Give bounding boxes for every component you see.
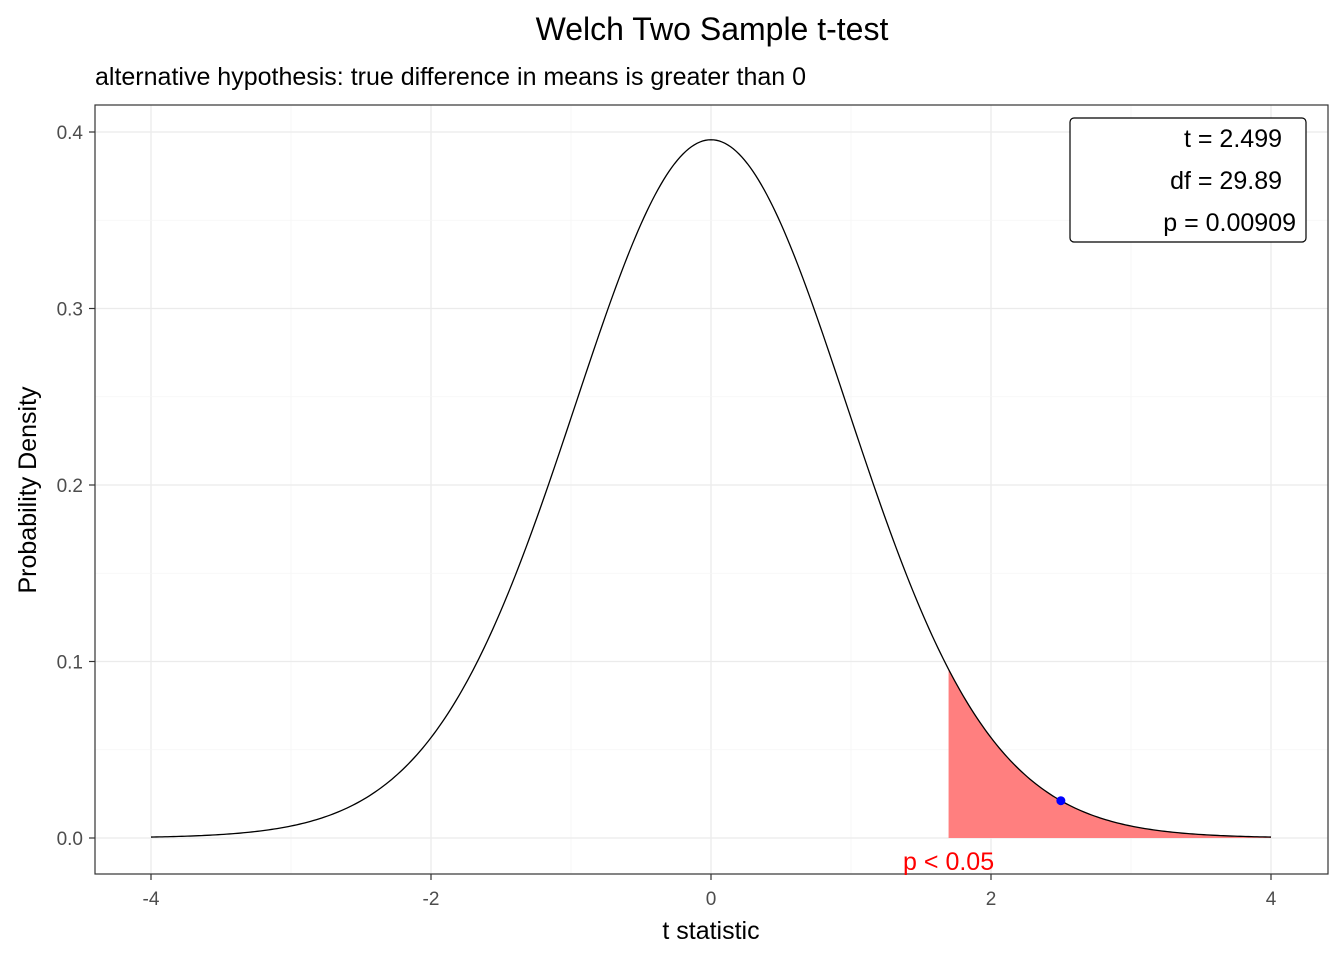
- observed-t-layer: [1056, 796, 1066, 806]
- stat-t-value: t = 2.499: [1184, 125, 1282, 153]
- stats-box-frame: [1069, 117, 1307, 243]
- chart-title: Welch Two Sample t-test: [536, 11, 889, 47]
- rejection-region: [948, 669, 1271, 838]
- rejection-region-layer: [948, 669, 1271, 838]
- axis-ticks: -4 -2 0 2 4 0.0 0.1 0.2 0.3 0.4: [57, 123, 1277, 910]
- x-tick-label: 0: [706, 889, 717, 910]
- y-tick-label: 0.2: [57, 476, 83, 497]
- stats-box: t = 2.499 df = 29.89 p = 0.00909: [1069, 117, 1307, 243]
- density-curve: [150, 139, 1272, 838]
- y-tick-label: 0.0: [57, 829, 83, 850]
- stat-df-value: df = 29.89: [1170, 167, 1282, 195]
- x-tick-label: -4: [143, 889, 160, 910]
- density-curve-layer: [150, 139, 1272, 838]
- y-tick-label: 0.1: [57, 653, 83, 674]
- y-tick-label: 0.3: [57, 300, 83, 321]
- y-axis-title: Probability Density: [14, 386, 42, 594]
- stat-p-value: p = 0.00909: [1163, 209, 1296, 237]
- x-axis-title: t statistic: [662, 917, 759, 945]
- y-tick-label: 0.4: [57, 123, 84, 144]
- x-tick-label: 4: [1266, 889, 1277, 910]
- significance-annotation: p < 0.05: [903, 848, 994, 876]
- x-tick-label: 2: [986, 889, 997, 910]
- observed-t-point: [1056, 796, 1066, 806]
- grid-lines: [95, 105, 1328, 874]
- x-tick-label: -2: [423, 889, 440, 910]
- chart-subtitle: alternative hypothesis: true difference …: [95, 63, 806, 91]
